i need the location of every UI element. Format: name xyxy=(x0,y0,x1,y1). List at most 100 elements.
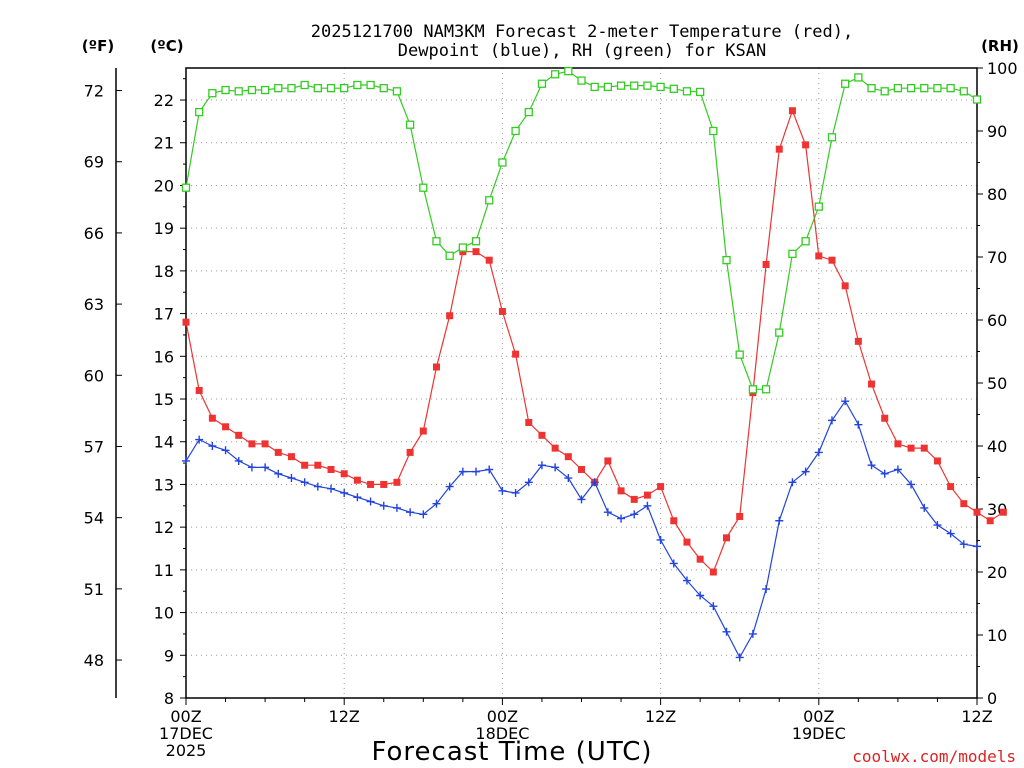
temperature-point xyxy=(788,107,796,115)
temperature-point xyxy=(986,517,994,525)
rh-point xyxy=(603,82,613,92)
rh-point xyxy=(392,87,402,96)
celsius-tick-label: 22 xyxy=(154,91,174,110)
rh-point xyxy=(577,76,586,85)
dewpoint-point xyxy=(524,478,533,487)
dewpoint-point xyxy=(208,442,217,450)
axes: 8 9 10 11 12 13 14 15 16 17 18 19 20 21 22 48 51 54 57 60 63… xyxy=(84,59,1018,760)
rh-tick-label: 90 xyxy=(987,122,1007,141)
celsius-tick-label: 10 xyxy=(154,604,174,623)
temperature-point xyxy=(353,476,361,484)
temperature-point xyxy=(762,260,770,268)
temperature-point xyxy=(564,453,572,461)
rh-point xyxy=(353,80,362,90)
rh-point xyxy=(643,81,652,90)
dewpoint-point xyxy=(788,478,797,487)
series-layer xyxy=(181,67,1007,662)
rh-point xyxy=(906,84,916,93)
dewpoint-point xyxy=(630,510,639,519)
dewpoint-point xyxy=(366,497,375,506)
x-tick-label: 12Z xyxy=(329,707,360,726)
temperature-point xyxy=(472,248,480,256)
temperature-point xyxy=(920,444,928,452)
rh-point xyxy=(630,81,639,90)
temperature-point xyxy=(881,414,889,422)
dewpoint-point xyxy=(551,463,560,472)
dewpoint-point xyxy=(643,501,652,510)
rh-point xyxy=(814,202,823,211)
rh-point xyxy=(656,82,665,92)
rh-point xyxy=(893,84,903,93)
dewpoint-point xyxy=(696,591,705,600)
temperature-point xyxy=(828,256,836,264)
rh-point xyxy=(511,126,520,136)
dewpoint-point xyxy=(511,488,520,497)
rh-point xyxy=(498,158,507,167)
temperature-point xyxy=(670,517,678,525)
temperature-point xyxy=(999,508,1007,516)
dewpoint-point xyxy=(485,465,494,474)
celsius-tick-label: 15 xyxy=(154,390,174,409)
rh-point xyxy=(564,67,573,76)
dewpoint-point xyxy=(722,627,731,636)
rh-point xyxy=(485,196,494,205)
x-tick-label: 18DEC xyxy=(475,724,529,743)
rh-point xyxy=(696,87,705,97)
fahrenheit-tick-label: 66 xyxy=(84,224,104,243)
temperature-point xyxy=(406,448,414,456)
x-tick-label: 2025 xyxy=(166,741,207,760)
dewpoint-point xyxy=(854,420,863,429)
temperature-point xyxy=(630,495,638,503)
dewpoint-point xyxy=(327,484,336,493)
dewpoint-point xyxy=(762,585,771,594)
rh-point xyxy=(379,84,388,93)
dewpoint-point xyxy=(537,461,546,470)
dewpoint-point xyxy=(656,535,665,544)
dewpoint-point xyxy=(182,456,190,465)
temperature-point xyxy=(723,534,731,542)
celsius-tick-label: 9 xyxy=(164,646,174,665)
celsius-tick-label: 13 xyxy=(154,475,174,494)
dewpoint-point xyxy=(735,653,744,662)
rh-point xyxy=(181,183,191,192)
dewpoint-point xyxy=(973,542,981,551)
dewpoint-point xyxy=(353,493,362,502)
rh-point xyxy=(827,133,837,142)
dewpoint-point xyxy=(590,478,599,487)
dewpoint-point xyxy=(603,508,612,517)
temperature-point xyxy=(841,282,849,290)
temperature-point xyxy=(815,252,823,260)
rh-point xyxy=(445,251,454,260)
chart-title-line1: 2025121700 NAM3KM Forecast 2-meter Tempe… xyxy=(311,22,853,42)
dewpoint-point xyxy=(748,629,757,638)
temperature-point xyxy=(551,444,559,452)
rh-tick-label: 10 xyxy=(987,626,1007,645)
celsius-tick-label: 17 xyxy=(154,305,174,324)
temperature-point xyxy=(327,465,335,473)
temperature-point xyxy=(617,487,625,495)
rh-tick-label: 70 xyxy=(987,248,1007,267)
fahrenheit-tick-label: 51 xyxy=(84,580,104,599)
dewpoint-point xyxy=(893,465,902,474)
fahrenheit-tick-label: 60 xyxy=(84,366,104,385)
dewpoint-point xyxy=(261,463,270,472)
rh-point xyxy=(326,84,336,93)
rh-point xyxy=(920,84,929,93)
rh-point xyxy=(972,95,982,104)
x-tick-label: 12Z xyxy=(645,707,676,726)
temperature-point xyxy=(195,386,203,394)
temperature-point xyxy=(657,483,665,491)
temperature-point xyxy=(208,414,216,422)
rh-point xyxy=(616,81,626,90)
dewpoint-point xyxy=(564,474,573,483)
temperature-point xyxy=(261,440,269,448)
temperature-point xyxy=(393,478,401,486)
rh-point xyxy=(234,87,243,96)
celsius-tick-label: 18 xyxy=(154,262,174,281)
temperature-point xyxy=(301,461,309,469)
rh-point xyxy=(247,85,257,95)
rh-point xyxy=(274,84,283,93)
temperature-point xyxy=(248,440,256,448)
rh-point xyxy=(761,385,771,394)
dewpoint-point xyxy=(406,508,415,517)
